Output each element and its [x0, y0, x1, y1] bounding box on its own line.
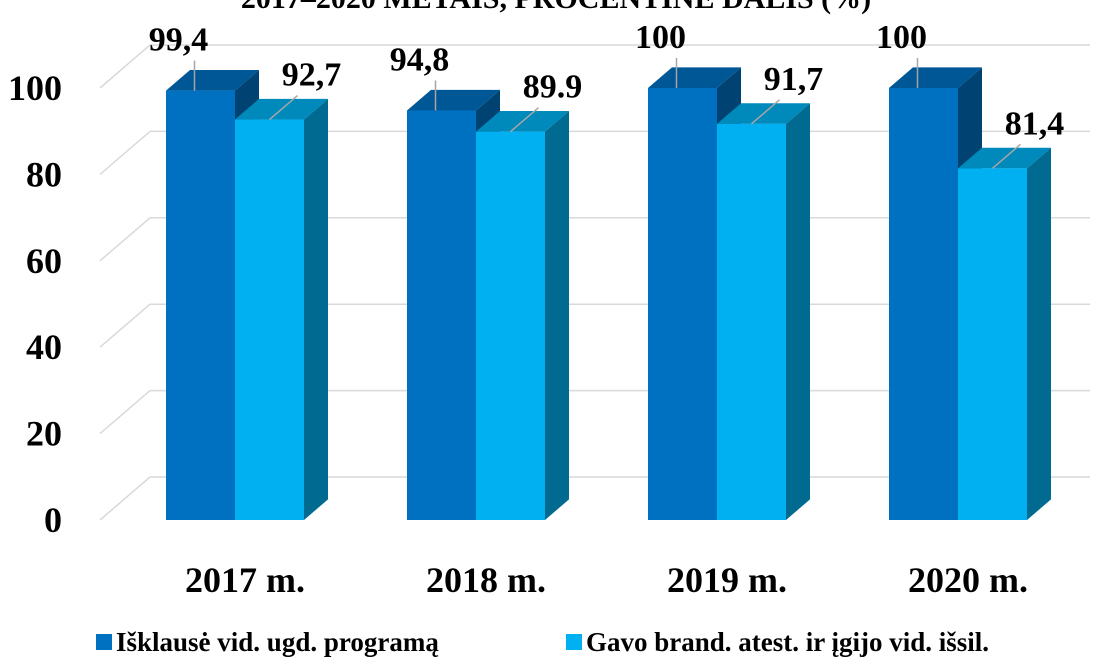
gridline-diagonal — [99, 476, 151, 521]
legend-swatch — [566, 634, 582, 650]
x-tick-label: 2019 m. — [667, 560, 787, 600]
x-tick-label: 2020 m. — [908, 560, 1028, 600]
x-axis: 2017 m. 2018 m. 2019 m. 2020 m. — [185, 560, 1028, 600]
chart-title-group: 2017–2020 METAIS, PROCENTINE DALIS (%) — [241, 0, 871, 15]
bar — [407, 110, 476, 521]
data-labels: 99,4 92,7 94,8 89.9 100 91,7 100 81,4 — [149, 19, 1065, 169]
gridline-diagonal — [99, 130, 151, 175]
y-tick-label: 0 — [44, 500, 62, 540]
bar — [166, 90, 235, 520]
y-tick-label: 40 — [26, 327, 62, 367]
x-tick-label: 2018 m. — [426, 560, 546, 600]
y-tick-label: 60 — [26, 241, 62, 281]
bar-top — [407, 89, 500, 111]
bar-side — [545, 110, 569, 520]
legend: Išklausė vid. ugd. programą Gavo brand. a… — [96, 627, 989, 657]
data-label: 92,7 — [282, 57, 342, 94]
bar-side — [304, 98, 328, 521]
bars — [166, 67, 1051, 521]
bar-top — [648, 67, 741, 88]
y-tick-label: 20 — [26, 414, 62, 454]
gridline-diagonal — [99, 303, 151, 348]
gridline-diagonal — [99, 390, 151, 435]
data-label: 100 — [635, 19, 686, 56]
data-label: 100 — [876, 19, 927, 56]
data-label: 91,7 — [764, 61, 824, 98]
y-axis: 0 20 40 60 80 100 — [8, 68, 62, 540]
legend-swatch — [96, 634, 112, 650]
data-label: 81,4 — [1005, 105, 1065, 142]
data-label: 94,8 — [390, 41, 450, 78]
bar-side — [786, 103, 810, 520]
bar — [958, 168, 1027, 521]
legend-label: Išklausė vid. ugd. programą — [116, 627, 439, 657]
bar — [717, 123, 786, 520]
gridline-diagonal — [99, 44, 151, 89]
x-tick-label: 2017 m. — [185, 560, 305, 600]
y-tick-label: 80 — [26, 154, 62, 194]
legend-label: Gavo brand. atest. ir įgijo vid. išsil. — [586, 627, 989, 657]
data-label-leader — [269, 94, 298, 121]
data-label: 89.9 — [523, 69, 583, 106]
bar-top — [889, 67, 982, 88]
bar-top — [166, 69, 259, 91]
gridline-diagonal — [99, 217, 151, 262]
bar-side — [1027, 147, 1051, 520]
bar — [476, 131, 545, 520]
data-label-leader — [751, 99, 780, 125]
bar — [648, 88, 717, 520]
data-label: 99,4 — [149, 22, 209, 59]
bar — [235, 119, 304, 520]
y-tick-label: 100 — [8, 68, 62, 108]
chart-title: 2017–2020 METAIS, PROCENTINE DALIS (%) — [241, 0, 871, 15]
data-label-leader — [510, 107, 539, 133]
bar — [889, 88, 958, 520]
data-label-leader — [992, 143, 1021, 169]
